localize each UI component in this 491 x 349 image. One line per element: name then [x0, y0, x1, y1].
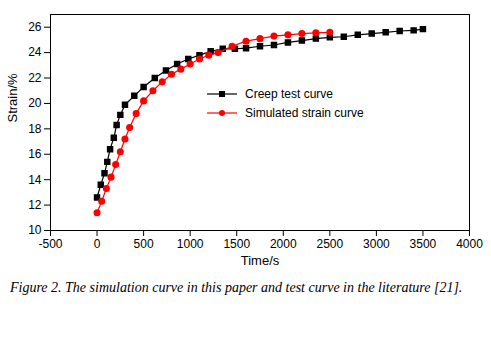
svg-text:10: 10: [28, 223, 42, 237]
svg-text:1500: 1500: [223, 237, 250, 251]
svg-text:12: 12: [28, 198, 42, 212]
svg-text:24: 24: [28, 45, 42, 59]
svg-text:-500: -500: [38, 237, 62, 251]
svg-text:2500: 2500: [316, 237, 343, 251]
svg-text:2000: 2000: [270, 237, 297, 251]
svg-text:20: 20: [28, 96, 42, 110]
svg-text:3500: 3500: [410, 237, 437, 251]
svg-text:26: 26: [28, 20, 42, 34]
svg-text:0: 0: [94, 237, 101, 251]
html-text:Creep test curve: Creep test curve: [245, 86, 333, 101]
html-text:Figure 2. The simulation curve: Figure 2. The simulation curve in this p…: [10, 280, 463, 295]
svg-text:500: 500: [134, 237, 154, 251]
svg-text:4000: 4000: [456, 237, 483, 251]
svg-text:22: 22: [28, 71, 42, 85]
svg-text:1000: 1000: [177, 237, 204, 251]
svg-text:Time/s: Time/s: [241, 253, 280, 268]
svg-text:16: 16: [28, 147, 42, 161]
html-text:Simulated strain curve: Simulated strain curve: [245, 105, 364, 120]
svg-text:18: 18: [28, 122, 42, 136]
svg-text:3000: 3000: [363, 237, 390, 251]
svg-text:14: 14: [28, 173, 42, 187]
svg-text:Strain/%: Strain/%: [5, 73, 20, 123]
